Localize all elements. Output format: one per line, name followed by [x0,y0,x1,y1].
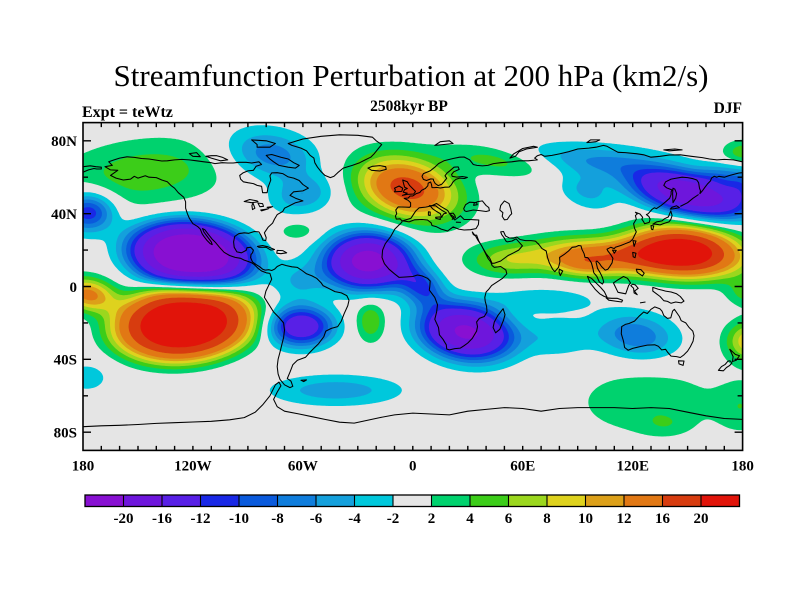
svg-text:0: 0 [70,280,78,296]
svg-text:0: 0 [409,459,417,475]
svg-text:10: 10 [578,511,593,527]
svg-text:180: 180 [72,459,95,475]
svg-text:4: 4 [466,511,474,527]
svg-text:-6: -6 [310,511,323,527]
svg-text:Streamfunction Perturbation at: Streamfunction Perturbation at 200 hPa (… [114,58,709,93]
svg-text:Expt = teWtz: Expt = teWtz [82,104,173,121]
svg-text:80S: 80S [54,426,77,442]
svg-text:-2: -2 [387,511,400,527]
svg-text:180: 180 [731,459,754,475]
svg-text:DJF: DJF [714,100,742,117]
svg-text:80N: 80N [51,134,77,150]
svg-text:60W: 60W [288,459,318,475]
svg-text:-8: -8 [271,511,284,527]
svg-text:16: 16 [655,511,671,527]
svg-text:40S: 40S [54,353,77,369]
svg-text:-16: -16 [152,511,172,527]
svg-text:8: 8 [543,511,551,527]
svg-text:-10: -10 [229,511,249,527]
svg-text:6: 6 [505,511,513,527]
svg-text:-4: -4 [348,511,361,527]
svg-text:2: 2 [428,511,436,527]
svg-text:12: 12 [617,511,632,527]
svg-text:20: 20 [694,511,709,527]
svg-text:120W: 120W [174,459,212,475]
svg-text:-12: -12 [191,511,211,527]
svg-text:-20: -20 [114,511,134,527]
svg-text:2508kyr BP: 2508kyr BP [370,98,448,115]
svg-text:120E: 120E [616,459,649,475]
svg-text:40N: 40N [51,207,77,223]
svg-text:60E: 60E [510,459,535,475]
